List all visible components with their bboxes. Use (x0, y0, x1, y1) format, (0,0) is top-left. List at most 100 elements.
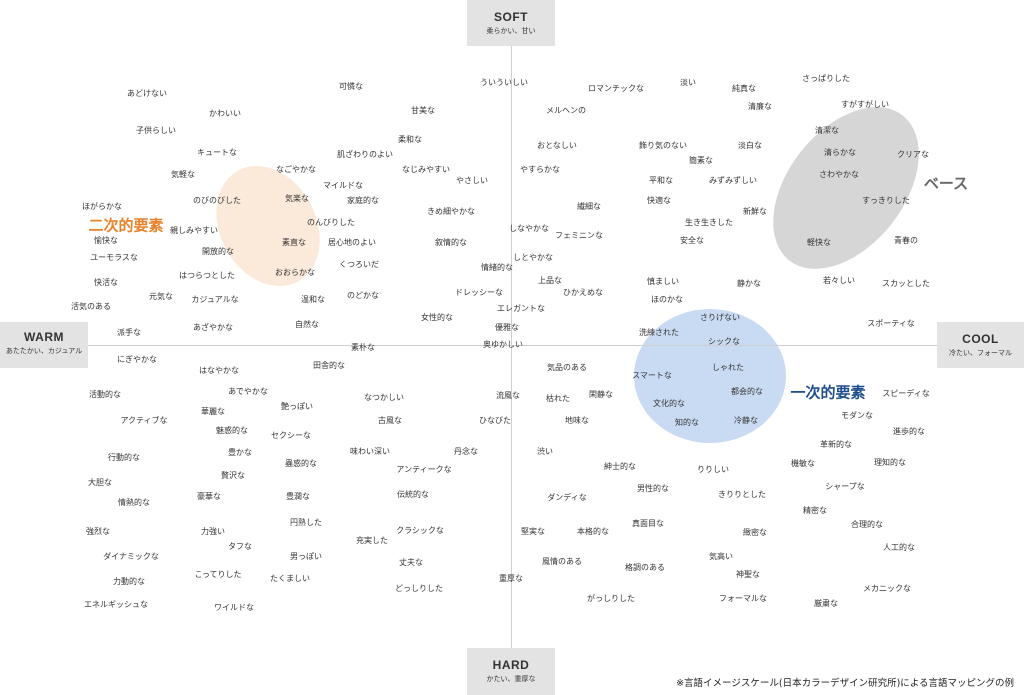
word-label: こってりした (194, 570, 242, 579)
word-label: がっしりした (587, 594, 635, 603)
word-label: アンティークな (396, 465, 452, 474)
word-label: 味わい深い (350, 447, 390, 456)
secondary-cluster-ellipse (216, 165, 320, 287)
word-label: 神聖な (736, 570, 760, 579)
word-label: 枯れた (546, 394, 570, 403)
word-label: セクシーな (271, 431, 311, 440)
axis-warm-sub: あたたかい、カジュアル (5, 347, 83, 355)
base-cluster-ellipse (773, 107, 919, 269)
word-label: 知的な (675, 418, 699, 427)
word-label: モダンな (841, 411, 873, 420)
word-label: のびのびした (193, 196, 241, 205)
word-label: 女性的な (421, 313, 453, 322)
word-label: かわいい (209, 109, 241, 118)
word-label: 肌ざわりのよい (337, 150, 393, 159)
word-label: おとなしい (537, 141, 577, 150)
word-label: ユーモラスな (90, 253, 138, 262)
word-label: 優雅な (495, 323, 519, 332)
word-label: 快適な (647, 196, 671, 205)
word-label: しなやかな (509, 224, 549, 233)
word-label: すがすがしい (841, 100, 889, 109)
word-label: 渋い (537, 447, 553, 456)
axis-hard: HARD かたい、重厚な (467, 648, 555, 695)
word-label: 清潔な (815, 126, 839, 135)
word-label: 精密な (803, 506, 827, 515)
word-label: なごやかな (276, 165, 316, 174)
axis-warm-label: WARM (24, 330, 64, 344)
word-label: ワイルドな (214, 603, 254, 612)
axis-soft: SOFT 柔らかい、甘い (467, 0, 555, 46)
word-label: 男っぽい (290, 552, 322, 561)
word-label: 素直な (282, 238, 306, 247)
word-label: 力強い (201, 527, 225, 536)
word-label: 気品のある (547, 363, 587, 372)
word-label: 重厚な (499, 574, 523, 583)
word-label: さりげない (700, 313, 740, 322)
word-label: 軽快な (807, 238, 831, 247)
word-label: スピーディな (882, 389, 930, 398)
footnote: ※言語イメージスケール(日本カラーデザイン研究所)による言語マッピングの例 (676, 678, 1014, 689)
word-label: ロマンチックな (588, 84, 644, 93)
word-label: キュートな (197, 148, 237, 157)
word-label: アクティブな (120, 416, 168, 425)
word-label: 情緒的な (481, 263, 513, 272)
word-label: 若々しい (823, 276, 855, 285)
word-label: 本格的な (577, 527, 609, 536)
word-label: 新鮮な (743, 207, 767, 216)
word-label: 丈夫な (399, 558, 423, 567)
word-label: ういういしい (480, 78, 528, 87)
word-label: やすらかな (520, 165, 560, 174)
word-label: はなやかな (199, 366, 239, 375)
word-label: 人工的な (883, 543, 915, 552)
word-label: 丹念な (454, 447, 478, 456)
word-label: 贅沢な (221, 471, 245, 480)
word-label: きりりとした (718, 490, 766, 499)
word-label: りりしい (697, 465, 729, 474)
word-label: ほのかな (651, 295, 683, 304)
word-label: やさしい (456, 176, 488, 185)
horizontal-axis-line (86, 345, 937, 346)
word-label: 男性的な (637, 484, 669, 493)
word-label: 魅惑的な (216, 426, 248, 435)
word-label: あざやかな (193, 323, 233, 332)
base-cluster-label: ベース (923, 174, 969, 193)
word-label: 大胆な (88, 478, 112, 487)
word-label: 厳粛な (814, 599, 838, 608)
word-label: 気楽な (285, 194, 309, 203)
word-label: 行動的な (108, 453, 140, 462)
word-label: 文化的な (653, 399, 685, 408)
word-label: メルヘンの (546, 106, 586, 115)
word-label: メカニックな (863, 584, 911, 593)
word-label: おおらかな (275, 268, 315, 277)
word-label: 充実した (356, 536, 388, 545)
word-label: 豊かな (228, 448, 252, 457)
word-label: はつらつとした (179, 271, 235, 280)
word-label: たくましい (270, 574, 310, 583)
word-label: 伝統的な (397, 490, 429, 499)
word-label: ひかえめな (563, 288, 603, 297)
word-label: さっぱりした (802, 74, 850, 83)
word-label: 進歩的な (893, 427, 925, 436)
word-label: さわやかな (819, 170, 859, 179)
word-label: 派手な (117, 328, 141, 337)
word-label: 風情のある (542, 557, 582, 566)
word-label: 元気な (149, 292, 173, 301)
word-label: スマートな (632, 371, 672, 380)
primary-cluster-ellipse (634, 309, 786, 443)
word-label: 円熟した (290, 518, 322, 527)
word-label: にぎやかな (117, 355, 157, 364)
word-label: 生き生きした (685, 218, 733, 227)
word-label: 簡素な (689, 156, 713, 165)
word-label: 蟲惑的な (285, 459, 317, 468)
axis-cool: COOL 冷たい、フォーマル (937, 322, 1024, 368)
word-label: 愉快な (94, 236, 118, 245)
word-label: 飾り気のない (639, 141, 687, 150)
word-label: ほがらかな (82, 202, 122, 211)
word-label: ダンディな (547, 493, 587, 502)
word-label: クリアな (897, 150, 929, 159)
word-label: 田舎的な (313, 361, 345, 370)
word-label: 淡い (680, 78, 696, 87)
word-label: 上品な (538, 276, 562, 285)
axis-soft-sub: 柔らかい、甘い (486, 27, 536, 35)
word-label: ダイナミックな (103, 552, 159, 561)
